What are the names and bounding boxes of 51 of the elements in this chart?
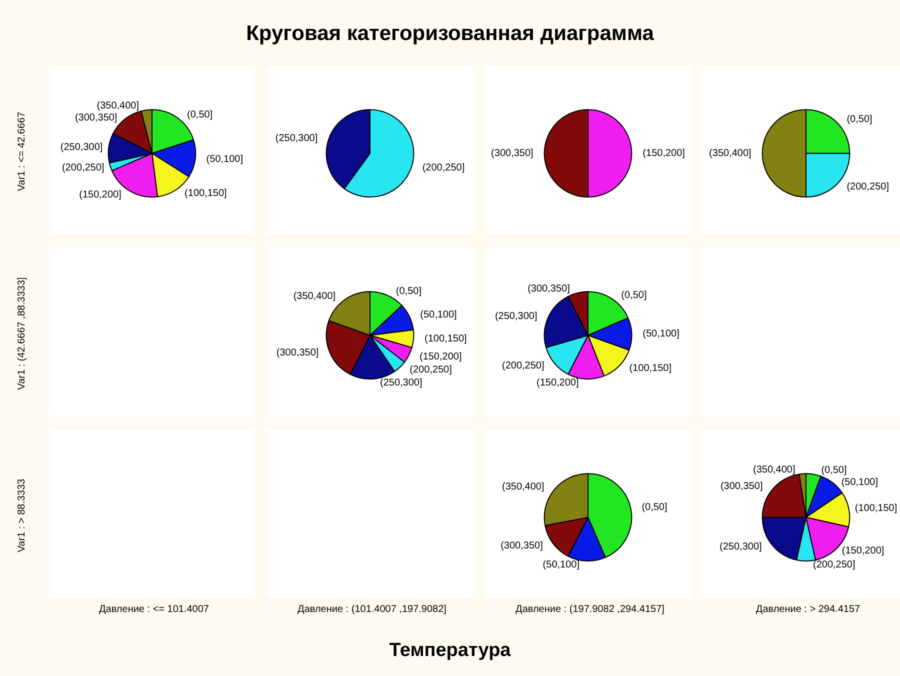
slice-label: (300,350] xyxy=(491,148,534,159)
slice-label: (100,150] xyxy=(854,502,898,514)
category-label: Давление : (197.9082 ,294.4157] xyxy=(514,604,666,615)
text: Круговая категоризованная диаграмма xyxy=(245,22,655,46)
slice-label: (300,350] xyxy=(276,347,319,358)
slice-label: (350,400] xyxy=(293,290,336,302)
text: Температура xyxy=(388,640,512,662)
slice-label: (150,200] xyxy=(842,546,884,557)
slice-label: (300,350] xyxy=(528,283,570,294)
slice-label: (200,250] xyxy=(846,182,890,193)
slice-label: (100,150] xyxy=(184,188,228,200)
slice-label: (200,250] xyxy=(62,162,104,174)
slice-label: (150,200] xyxy=(79,189,122,200)
slice-label: (350,400] xyxy=(752,464,796,476)
slice-label: (300,350] xyxy=(74,112,118,124)
slice-label: (150,200] xyxy=(419,352,462,363)
slice-label: (50,100] xyxy=(206,154,244,165)
slice-label: (100,150] xyxy=(629,363,672,374)
slice-label: (0,50] xyxy=(642,502,668,514)
slice-label: (250,300] xyxy=(60,142,103,153)
category-label: Давление : <= 101.4007 xyxy=(98,604,210,615)
slice-label: (50,100] xyxy=(642,328,680,340)
slice-label: (200,250] xyxy=(422,162,465,174)
slice-label: (50,100] xyxy=(841,476,878,488)
slice-label: (150,200] xyxy=(642,148,686,159)
slice-label: (100,150] xyxy=(424,334,468,345)
slice-label: (0,50] xyxy=(821,464,847,476)
slice-label: (250,300] xyxy=(494,310,538,322)
slice-label: (0,50] xyxy=(396,286,422,298)
category-label: Давление : > 294.4157 xyxy=(754,604,862,615)
slice-label: (300,350] xyxy=(720,480,763,492)
slice-label: (200,250] xyxy=(813,560,856,571)
slice-label: (200,250] xyxy=(502,360,544,372)
slice-label: (350,400] xyxy=(96,100,140,112)
slice-label: (350,400] xyxy=(709,148,752,159)
category-label: Var1 : > 88.3333 xyxy=(16,478,28,552)
slice-label: (0,50] xyxy=(187,109,213,120)
category-label: Давление : (101.4007 ,197.9082] xyxy=(296,604,448,615)
slice-label: (250,300] xyxy=(275,133,318,144)
category-label: Var1 : <= 42.6667 xyxy=(16,112,28,192)
category-label: Var1 : (42.6667 ,88.3333] xyxy=(16,277,28,390)
slice-label: (50,100] xyxy=(420,310,458,321)
slice-label: (150,200] xyxy=(536,377,579,388)
slice-label: (0,50] xyxy=(621,290,647,302)
slice-label: (50,100] xyxy=(542,560,580,571)
slice-label: (350,400] xyxy=(502,481,544,492)
slice-label: (300,350] xyxy=(500,540,544,552)
slice-label: (200,250] xyxy=(410,364,452,376)
slice-label: (250,300] xyxy=(380,377,422,388)
slice-label: (0,50] xyxy=(846,114,873,126)
slice-label: (250,300] xyxy=(720,542,762,553)
